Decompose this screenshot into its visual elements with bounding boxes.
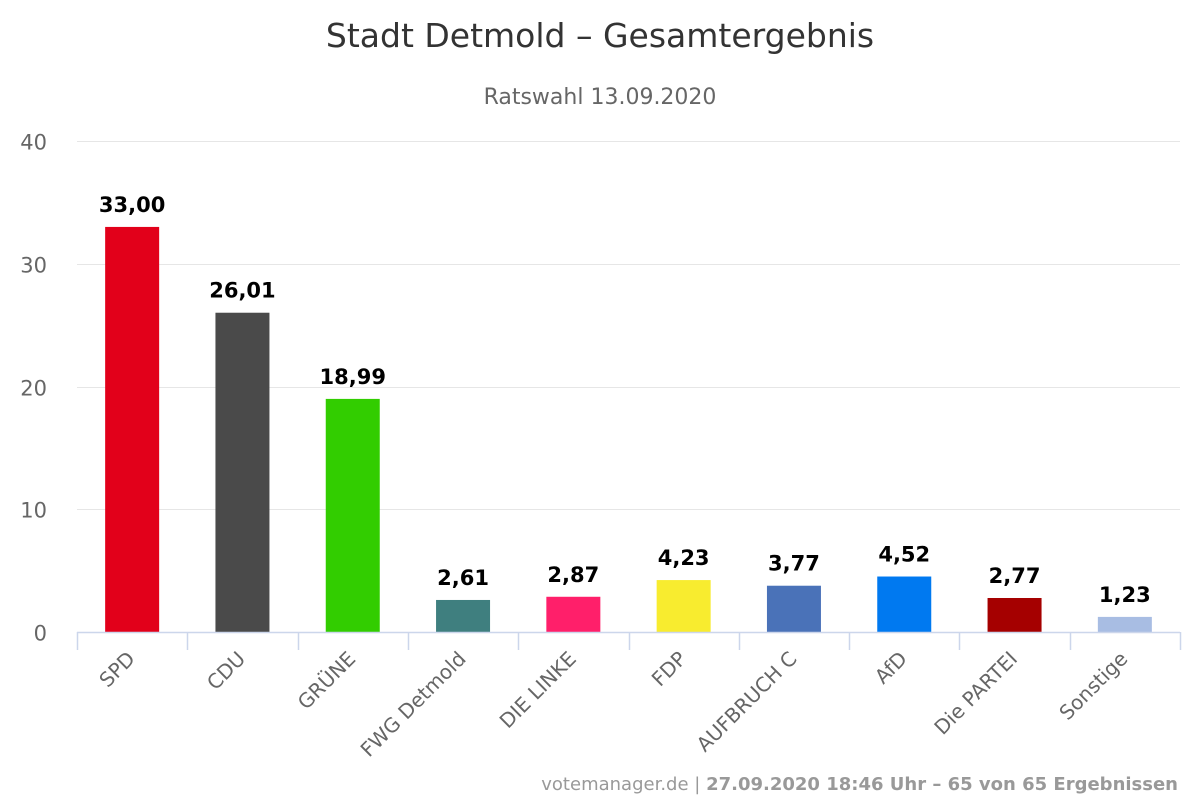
bar[interactable]: [656, 580, 711, 632]
data-labels: 33,00 26,01 18,99 2,61 2,87 4,23 3,77 4,52 2,77 1…: [99, 193, 1151, 607]
credits[interactable]: votemanager.de | 27.09.2020 18:46 Uhr – …: [541, 774, 1178, 795]
data-label: 2,61: [437, 566, 489, 590]
chart-title: Stadt Detmold – Gesamtergebnis: [326, 16, 874, 55]
y-tick-label: 40: [20, 131, 47, 155]
data-label: 3,77: [768, 552, 820, 576]
x-tick-label: SPD: [94, 647, 139, 692]
credits-source: votemanager.de: [541, 774, 688, 795]
x-tick-label: Sonstige: [1054, 647, 1132, 725]
bar[interactable]: [987, 597, 1042, 632]
data-label: 4,23: [658, 546, 710, 570]
y-tick-label: 20: [20, 377, 47, 401]
y-tick-label: 10: [20, 499, 47, 523]
bars: [105, 226, 1152, 633]
credits-detail: 27.09.2020 18:46 Uhr – 65 von 65 Ergebni…: [706, 774, 1178, 795]
x-tick-label: FWG Detmold: [356, 647, 471, 762]
data-label: 2,87: [547, 563, 599, 587]
bar[interactable]: [436, 599, 491, 632]
y-axis-ticks: 0 10 20 30 40: [20, 131, 47, 646]
bar[interactable]: [766, 585, 821, 632]
x-tick-label: AUFBRUCH C: [692, 647, 802, 757]
chart-subtitle: Ratswahl 13.09.2020: [484, 85, 717, 110]
data-label: 26,01: [209, 279, 275, 303]
x-tick-label: FDP: [647, 647, 692, 692]
bar[interactable]: [325, 398, 380, 632]
x-tick-label: DIE LINKE: [495, 647, 581, 733]
data-label: 1,23: [1099, 583, 1151, 607]
x-tick-label: AfD: [870, 647, 912, 689]
data-label: 18,99: [320, 365, 386, 389]
x-tick-label: GRÜNE: [293, 647, 361, 715]
x-tick-label: Die PARTEI: [929, 647, 1022, 740]
x-axis: [76, 631, 1182, 650]
bar[interactable]: [105, 226, 160, 633]
data-label: 4,52: [878, 543, 930, 567]
bar[interactable]: [546, 596, 601, 632]
y-tick-label: 0: [34, 622, 47, 646]
bar[interactable]: [215, 312, 270, 632]
bar[interactable]: [877, 576, 932, 632]
credits-separator: |: [689, 774, 707, 795]
data-label: 2,77: [989, 564, 1041, 588]
y-tick-label: 30: [20, 254, 47, 278]
x-tick-label: CDU: [202, 647, 250, 695]
data-label: 33,00: [99, 193, 165, 217]
bar[interactable]: [1097, 616, 1152, 632]
